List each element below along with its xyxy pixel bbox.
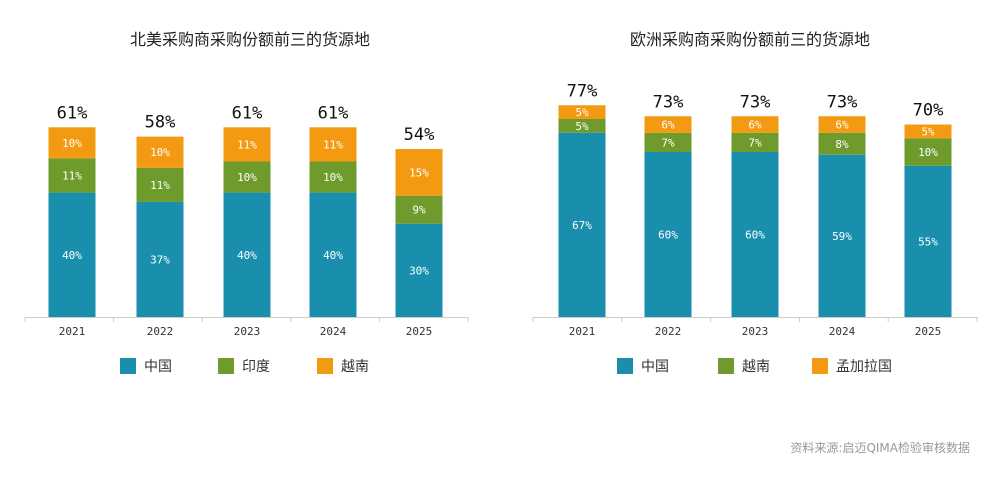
bar-segment (48, 127, 96, 159)
bar-segment (48, 158, 96, 193)
legend-swatch (718, 358, 734, 374)
data-label: 15% (409, 166, 429, 179)
x-tick-label: 2021 (59, 325, 86, 338)
bar-segment (309, 161, 357, 193)
bar-segment (818, 116, 866, 133)
bar-segment (223, 161, 271, 193)
x-tick-label: 2024 (320, 325, 347, 338)
data-label: 67% (572, 219, 592, 232)
data-label: 11% (237, 138, 257, 151)
x-tick-label: 2022 (655, 325, 682, 338)
bar-segment (644, 152, 692, 317)
total-label: 54% (404, 125, 435, 145)
data-label: 5% (575, 106, 589, 119)
bar-segment (558, 132, 606, 317)
total-label: 73% (827, 92, 858, 112)
bar-segment (731, 152, 779, 317)
bar-segment (644, 132, 692, 152)
bar-segment (644, 116, 692, 133)
bar-segment (309, 192, 357, 317)
chart-title-europe: 欧洲采购商采购份额前三的货源地 (629, 30, 870, 49)
data-label: 60% (658, 229, 678, 242)
total-label: 73% (740, 92, 771, 112)
data-label: 11% (62, 169, 82, 182)
total-label: 61% (232, 103, 263, 123)
bar-segment (395, 223, 443, 317)
data-label: 10% (237, 171, 257, 184)
total-label: 77% (567, 81, 598, 101)
data-label: 60% (745, 229, 765, 242)
legend-swatch (812, 358, 828, 374)
data-label: 6% (835, 119, 849, 132)
data-label: 5% (575, 120, 589, 133)
bar-segment (558, 105, 606, 119)
data-label: 6% (748, 119, 762, 132)
total-label: 70% (913, 101, 944, 121)
bar-segment (904, 138, 952, 166)
legend-label: 中国 (144, 359, 172, 375)
total-label: 73% (653, 92, 684, 112)
x-tick-label: 2025 (915, 325, 942, 338)
data-label: 5% (921, 125, 935, 138)
bar-segment (395, 195, 443, 224)
bar-segment (818, 132, 866, 155)
bar-segment (731, 132, 779, 152)
x-tick-label: 2021 (569, 325, 596, 338)
data-label: 11% (150, 179, 170, 192)
data-label: 59% (832, 230, 852, 243)
legend-swatch (218, 358, 234, 374)
data-label: 7% (748, 136, 762, 149)
bar-segment (48, 192, 96, 317)
data-label: 11% (323, 138, 343, 151)
bar-segment (558, 119, 606, 133)
legend-label: 孟加拉国 (836, 359, 892, 375)
source-note: 资料来源:启迈QIMA检验审核数据 (790, 441, 970, 455)
data-label: 10% (323, 171, 343, 184)
bar-segment (223, 192, 271, 317)
data-label: 40% (62, 249, 82, 262)
x-tick-label: 2022 (147, 325, 174, 338)
data-label: 10% (150, 146, 170, 159)
bar-segment (136, 167, 184, 202)
data-label: 40% (323, 249, 343, 262)
chart-title-north-america: 北美采购商采购份额前三的货源地 (129, 30, 370, 49)
legend-swatch (317, 358, 333, 374)
legend-label: 中国 (641, 359, 669, 375)
data-label: 9% (412, 204, 426, 217)
bar-segment (904, 165, 952, 317)
x-tick-label: 2023 (234, 325, 261, 338)
data-label: 7% (661, 136, 675, 149)
x-tick-label: 2023 (742, 325, 769, 338)
legend-label: 越南 (742, 359, 770, 375)
data-label: 40% (237, 249, 257, 262)
data-label: 8% (835, 138, 849, 151)
x-tick-label: 2024 (829, 325, 856, 338)
data-label: 10% (918, 146, 938, 159)
bar-segment (309, 127, 357, 162)
bar-segment (904, 124, 952, 139)
bar-segment (818, 154, 866, 317)
data-label: 10% (62, 137, 82, 150)
total-label: 61% (318, 103, 349, 123)
x-tick-label: 2025 (406, 325, 433, 338)
legend-swatch (120, 358, 136, 374)
bar-segment (136, 136, 184, 168)
legend-label: 越南 (341, 359, 369, 375)
legend-label: 印度 (242, 359, 270, 375)
bar-segment (136, 201, 184, 317)
total-label: 61% (57, 103, 88, 123)
legend-swatch (617, 358, 633, 374)
total-label: 58% (145, 113, 176, 133)
bar-segment (731, 116, 779, 133)
bar-segment (395, 149, 443, 196)
data-label: 37% (150, 253, 170, 266)
data-label: 30% (409, 264, 429, 277)
bar-segment (223, 127, 271, 162)
data-label: 55% (918, 235, 938, 248)
data-label: 6% (661, 119, 675, 132)
